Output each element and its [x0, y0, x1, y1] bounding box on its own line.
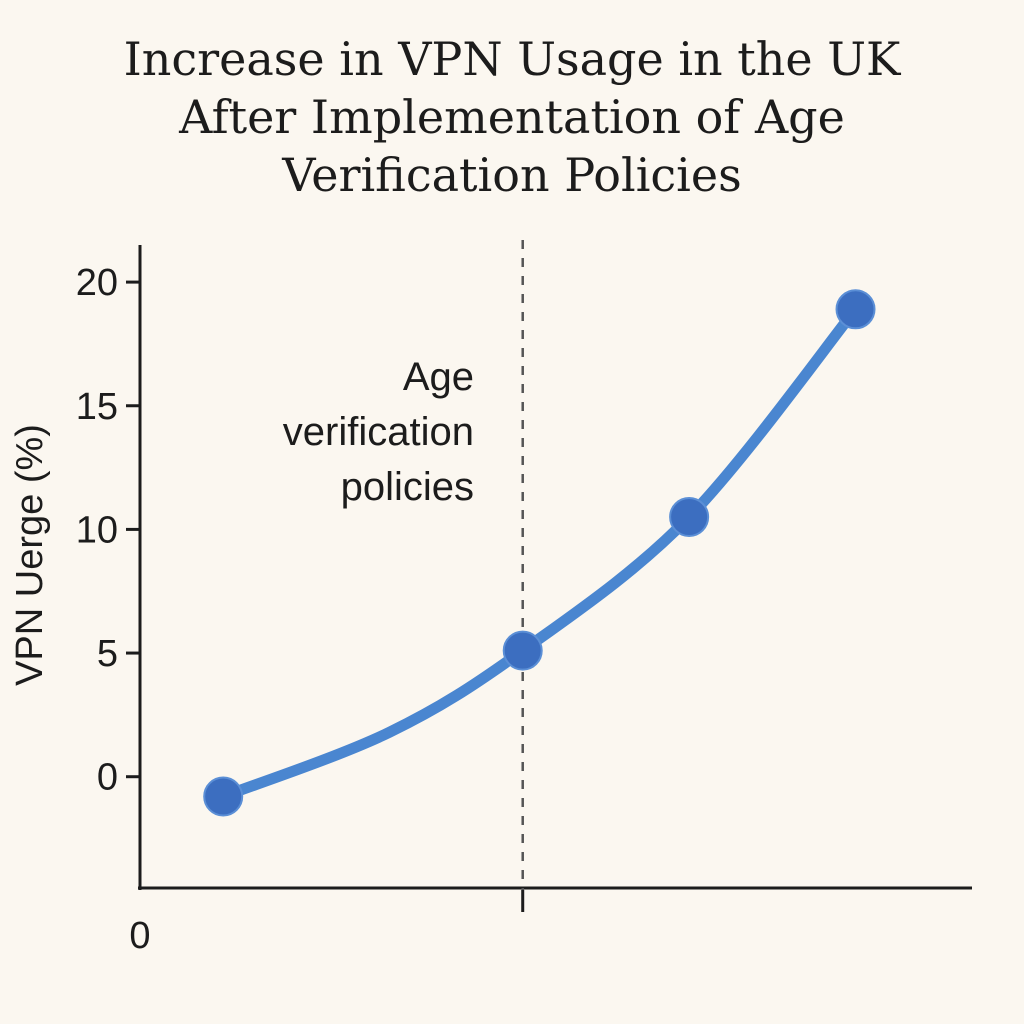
y-tick-label: 10 — [76, 509, 118, 551]
y-tick-label: 15 — [76, 386, 118, 428]
y-tick-label: 5 — [97, 633, 118, 675]
data-point — [835, 289, 876, 330]
y-ticks: 0 5 10 15 20 — [76, 262, 140, 799]
chart-title-line-1: Increase in VPN Usage in the UK — [123, 32, 901, 86]
annotation-label-line: Age — [403, 355, 474, 399]
annotation: Age verification policies — [283, 240, 525, 912]
series-line — [217, 303, 862, 802]
annotation-label-line: verification — [283, 410, 474, 454]
chart-title: Increase in VPN Usage in the UK After Im… — [0, 30, 1024, 204]
y-tick-label: 20 — [76, 262, 118, 304]
axes — [138, 245, 972, 890]
annotation-label-line: policies — [341, 465, 474, 509]
data-point — [203, 776, 244, 817]
data-point — [502, 630, 543, 671]
y-axis-label: VPN Uerge (%) — [9, 424, 51, 686]
data-point — [669, 497, 710, 538]
y-tick-label: 0 — [97, 757, 118, 799]
x-axis-tick-label: 0 — [129, 915, 150, 957]
series — [203, 289, 876, 817]
chart-title-line-3: Verification Policies — [282, 148, 742, 202]
chart-title-line-2: After Implementation of Age — [179, 90, 845, 144]
